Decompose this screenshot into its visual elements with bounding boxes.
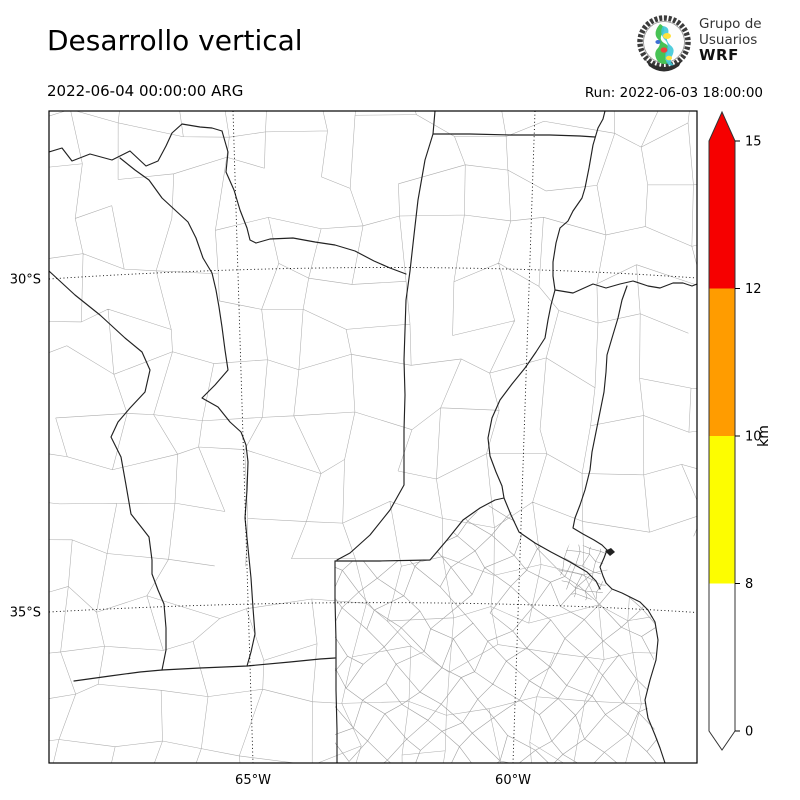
colorbar-segment-3 bbox=[709, 583, 735, 732]
wrf-logo: Grupo de Usuarios WRF bbox=[636, 14, 796, 76]
colorbar-unit-label: km bbox=[756, 425, 772, 447]
province-boundary-1 bbox=[221, 130, 257, 244]
colorbar-tick-label-2: 10 bbox=[745, 430, 762, 445]
lat-tick-label-0: 30°S bbox=[10, 273, 41, 288]
colorbar-tick-label-4: 0 bbox=[745, 725, 753, 740]
province-boundary-13 bbox=[599, 549, 666, 763]
colorbar-arrow-top bbox=[709, 112, 735, 141]
colorbar-arrow-bottom bbox=[709, 731, 735, 750]
wrf-logo-emblem-icon bbox=[637, 15, 691, 72]
colorbar-tick-label-3: 8 bbox=[745, 577, 753, 592]
province-boundary-10 bbox=[334, 560, 338, 763]
mosaic-region-0 bbox=[49, 111, 697, 763]
colorbar-segment-0 bbox=[709, 141, 735, 289]
province-boundary-8 bbox=[487, 111, 606, 590]
page-title: Desarrollo vertical bbox=[47, 24, 303, 57]
colorbar: 15 12 10 8 0 km bbox=[708, 110, 772, 751]
wrf-logo-text: Grupo de Usuarios WRF bbox=[699, 16, 762, 64]
province-boundary-0 bbox=[49, 123, 223, 167]
province-boundary-5 bbox=[49, 270, 167, 671]
lat-tick-label-1: 35°S bbox=[10, 606, 41, 621]
rio-de-la-plata-water bbox=[604, 536, 697, 763]
map-overlay-layer bbox=[49, 111, 697, 763]
province-boundary-6 bbox=[336, 111, 436, 561]
lon-tick-label-0: 65°W bbox=[235, 773, 271, 788]
graticule-layer bbox=[49, 111, 697, 763]
province-boundary-9 bbox=[334, 497, 505, 562]
province-boundary-11 bbox=[554, 280, 697, 294]
colorbar-tick-label-0: 15 bbox=[745, 135, 762, 150]
colorbar-segment-1 bbox=[709, 288, 735, 437]
province-boundary-4 bbox=[73, 657, 336, 682]
run-time-label: Run: 2022-06-03 18:00:00 bbox=[584, 85, 763, 101]
lon-tick-label-1: 60°W bbox=[495, 773, 531, 788]
province-boundary-3 bbox=[119, 157, 256, 667]
buenos-aires-city-marker bbox=[605, 548, 615, 556]
logo-line-2: Usuarios bbox=[699, 31, 758, 48]
logo-line-3: WRF bbox=[699, 46, 739, 64]
map-background bbox=[49, 111, 697, 763]
province-boundary-2 bbox=[255, 237, 407, 275]
valid-time-label: 2022-06-04 00:00:00 ARG bbox=[47, 82, 244, 100]
meridian-line-0 bbox=[232, 111, 254, 763]
colorbar-segment-2 bbox=[709, 436, 735, 584]
meridian-line-1 bbox=[512, 111, 536, 763]
colorbar-tick-label-1: 12 bbox=[745, 282, 762, 297]
province-boundary-12 bbox=[572, 285, 628, 551]
province-boundary-7 bbox=[432, 133, 596, 138]
logo-line-1: Grupo de bbox=[699, 16, 762, 32]
map-frame bbox=[48, 110, 698, 764]
